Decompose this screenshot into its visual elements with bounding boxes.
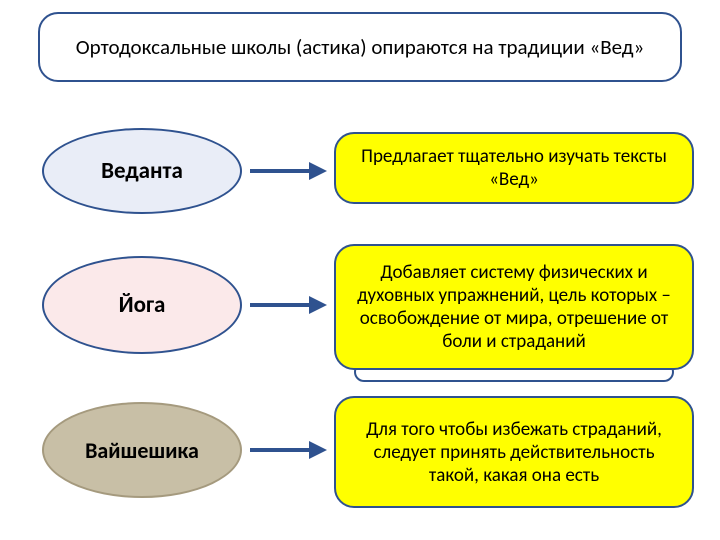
ellipse-vaisheshika: Вайшешика — [42, 402, 242, 498]
desc-yoga: Добавляет систему физических и духовных … — [334, 244, 694, 370]
desc-vedanta: Предлагает тщательно изучать тексты «Вед… — [334, 132, 694, 204]
arrow-line — [250, 448, 310, 452]
arrow-line — [250, 169, 310, 173]
title-box: Ортодоксальные школы (астика) опираются … — [38, 12, 682, 82]
desc-vaisheshika: Для того чтобы избежать страданий, следу… — [334, 396, 694, 508]
arrow-head-icon — [309, 296, 327, 314]
arrow-head-icon — [309, 441, 327, 459]
arrow-head-icon — [309, 162, 327, 180]
ellipse-vedanta: Веданта — [42, 128, 242, 214]
arrow-line — [250, 303, 310, 307]
ellipse-yoga: Йога — [42, 256, 242, 354]
